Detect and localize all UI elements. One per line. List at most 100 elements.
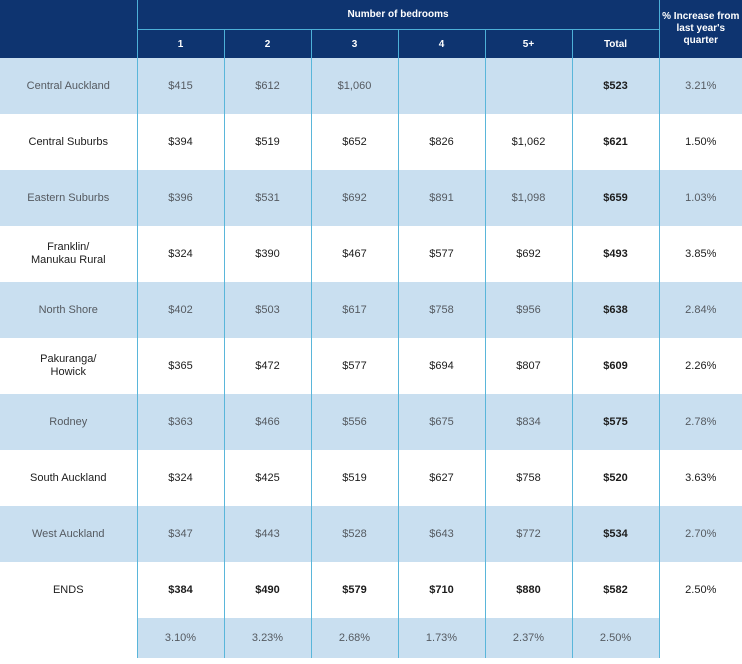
rent-value: $758 <box>484 450 572 506</box>
pct-increase-value: 2.26% <box>658 338 742 394</box>
table-row: South Auckland $324 $425 $519 $627 $758 $520 3.… <box>0 450 742 506</box>
column-header-4-bedrooms: 4 <box>397 29 485 58</box>
pct-increase-value: 2.84% <box>658 282 742 338</box>
rent-value: $324 <box>136 226 224 282</box>
rent-value: $396 <box>136 170 224 226</box>
rent-value: $384 <box>136 562 224 618</box>
region-name: West Auckland <box>0 506 137 562</box>
rent-value: $1,060 <box>310 58 398 114</box>
rent-value: $627 <box>397 450 485 506</box>
rent-total: $493 <box>571 226 660 282</box>
region-name: Pakuranga/ Howick <box>0 338 137 394</box>
pct-increase-value: 2.78% <box>658 394 742 450</box>
table-row: North Shore $402 $503 $617 $758 $956 $638 2.84% <box>0 282 742 338</box>
rent-total: $609 <box>571 338 660 394</box>
rent-total: $534 <box>571 506 660 562</box>
region-name: North Shore <box>0 282 137 338</box>
column-header-2-bedrooms: 2 <box>223 29 311 58</box>
pct-increase-value: 1.03% <box>658 170 742 226</box>
table-row: Rodney $363 $466 $556 $675 $834 $575 2.78% <box>0 394 742 450</box>
region-name: Eastern Suburbs <box>0 170 137 226</box>
rent-value: $643 <box>397 506 485 562</box>
region-name: Central Auckland <box>0 58 137 114</box>
rent-value: $1,062 <box>484 114 572 170</box>
table-row: ENDS $384 $490 $579 $710 $880 $582 2.50% <box>0 562 742 618</box>
rent-value: $652 <box>310 114 398 170</box>
rent-value: $528 <box>310 506 398 562</box>
rent-value: $415 <box>136 58 224 114</box>
rent-value: $1,098 <box>484 170 572 226</box>
pct-increase-value: 3.85% <box>658 226 742 282</box>
table-row: West Auckland $347 $443 $528 $643 $772 $534 2.7… <box>0 506 742 562</box>
growth-value: 3.23% <box>223 618 311 658</box>
rent-value: $503 <box>223 282 311 338</box>
rent-value: $490 <box>223 562 311 618</box>
pct-increase-header: % Increase from last year's quarter <box>658 0 742 58</box>
rent-value: $692 <box>310 170 398 226</box>
rent-value: $617 <box>310 282 398 338</box>
column-header-total: Total <box>571 29 660 58</box>
rent-value: $710 <box>397 562 485 618</box>
growth-value: 2.50% <box>571 618 660 658</box>
rent-value: $363 <box>136 394 224 450</box>
rent-total: $520 <box>571 450 660 506</box>
header-row-group: Number of bedrooms % Increase from last … <box>0 0 742 58</box>
rent-value: $466 <box>223 394 311 450</box>
rent-value: $472 <box>223 338 311 394</box>
rent-value <box>484 58 572 114</box>
rent-value: $577 <box>310 338 398 394</box>
rent-value: $556 <box>310 394 398 450</box>
rent-value: $324 <box>136 450 224 506</box>
rent-value: $758 <box>397 282 485 338</box>
rent-value: $443 <box>223 506 311 562</box>
rent-value: $519 <box>310 450 398 506</box>
growth-value: 2.37% <box>484 618 572 658</box>
rent-value: $402 <box>136 282 224 338</box>
region-name: South Auckland <box>0 450 137 506</box>
growth-row-end-blank <box>658 618 742 658</box>
rent-value: $390 <box>223 226 311 282</box>
growth-value: 2.68% <box>310 618 398 658</box>
rent-value: $612 <box>223 58 311 114</box>
rent-value: $891 <box>397 170 485 226</box>
rent-value: $519 <box>223 114 311 170</box>
rent-value: $467 <box>310 226 398 282</box>
rent-value: $531 <box>223 170 311 226</box>
growth-row: 3.10% 3.23% 2.68% 1.73% 2.37% 2.50% <box>0 618 742 658</box>
table-row: Franklin/ Manukau Rural $324 $390 $467 $577 $… <box>0 226 742 282</box>
rent-value: $425 <box>223 450 311 506</box>
pct-increase-value: 3.63% <box>658 450 742 506</box>
region-name: ENDS <box>0 562 137 618</box>
rent-total: $575 <box>571 394 660 450</box>
rent-value: $880 <box>484 562 572 618</box>
rent-value: $577 <box>397 226 485 282</box>
growth-row-label-blank <box>0 618 137 658</box>
rent-value: $772 <box>484 506 572 562</box>
pct-increase-value: 2.70% <box>658 506 742 562</box>
growth-value: 1.73% <box>397 618 485 658</box>
rent-value: $675 <box>397 394 485 450</box>
rent-total: $523 <box>571 58 660 114</box>
rent-value: $347 <box>136 506 224 562</box>
table-row: Central Auckland $415 $612 $1,060 $523 3.21% <box>0 58 742 114</box>
rent-value: $826 <box>397 114 485 170</box>
rent-value: $394 <box>136 114 224 170</box>
column-header-1-bedroom: 1 <box>136 29 224 58</box>
pct-increase-value: 3.21% <box>658 58 742 114</box>
column-header-3-bedrooms: 3 <box>310 29 398 58</box>
header-row-columns: 1 2 3 4 5+ Total <box>0 29 742 58</box>
rent-total: $659 <box>571 170 660 226</box>
rent-value <box>397 58 485 114</box>
growth-value: 3.10% <box>136 618 224 658</box>
table-row: Central Suburbs $394 $519 $652 $826 $1,062 $62… <box>0 114 742 170</box>
rent-value: $807 <box>484 338 572 394</box>
rent-value: $579 <box>310 562 398 618</box>
column-header-5plus-bedrooms: 5+ <box>484 29 572 58</box>
rent-value: $694 <box>397 338 485 394</box>
rent-value: $834 <box>484 394 572 450</box>
table-body: Central Auckland $415 $612 $1,060 $523 3.21% C… <box>0 58 742 658</box>
rent-total: $582 <box>571 562 660 618</box>
rent-total: $638 <box>571 282 660 338</box>
pct-increase-value: 1.50% <box>658 114 742 170</box>
